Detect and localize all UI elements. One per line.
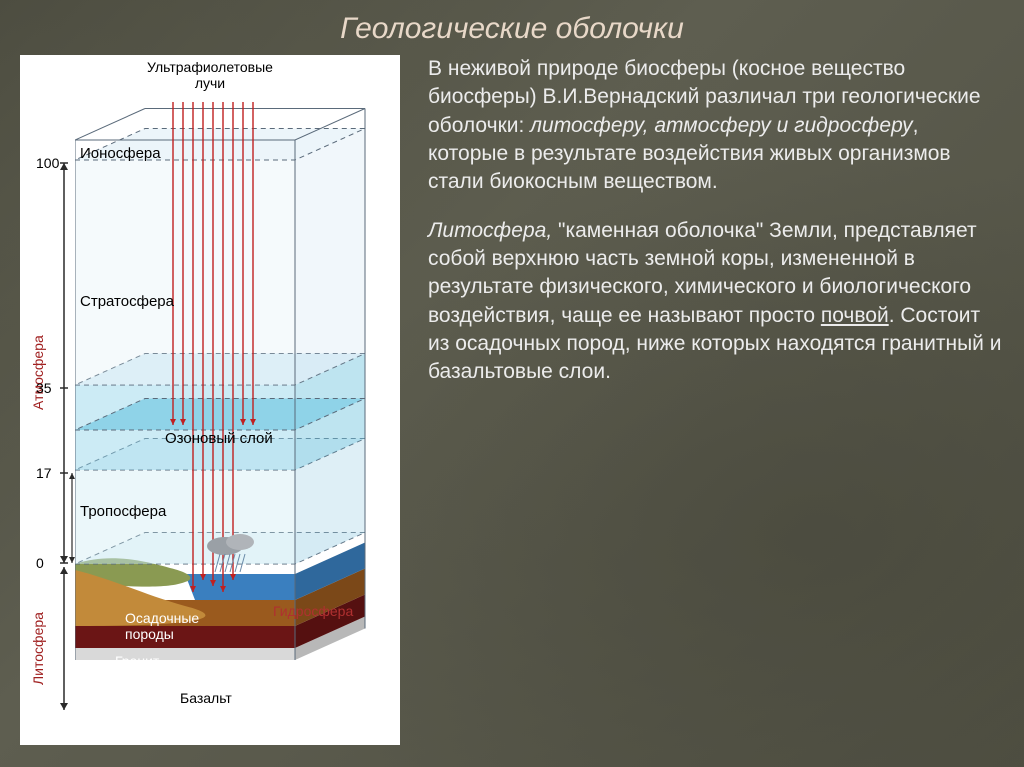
p2-link-soil[interactable]: почвой <box>821 304 889 327</box>
diagram-cube <box>75 100 375 660</box>
geology-diagram: Ультрафиолетовые лучи Атмосфера Литосфер… <box>20 55 400 745</box>
axis-lithosphere-label: Литосфера <box>30 612 46 685</box>
uv-line1: Ультрафиолетовые <box>147 59 273 75</box>
tick-0: 0 <box>36 555 44 571</box>
label-granite: Гранит <box>115 653 159 669</box>
content-row: Ультрафиолетовые лучи Атмосфера Литосфер… <box>20 55 1004 747</box>
page-title: Геологические оболочки <box>0 12 1024 46</box>
p1-italic: литосферу, атмосферу и гидросферу <box>530 114 912 137</box>
label-hydrosphere: Гидросфера <box>273 603 353 619</box>
diagram-column: Ультрафиолетовые лучи Атмосфера Литосфер… <box>20 55 400 747</box>
label-basalt: Базальт <box>180 690 232 706</box>
paragraph-1: В неживой природе биосферы (косное вещес… <box>428 55 1004 197</box>
cube-svg <box>75 100 375 660</box>
p2-italic: Литосфера, <box>428 219 552 242</box>
label-sedimentary-1: Осадочные <box>125 610 199 626</box>
text-column: В неживой природе биосферы (косное вещес… <box>428 55 1004 747</box>
paragraph-2: Литосфера, "каменная оболочка" Земли, пр… <box>428 217 1004 387</box>
label-sedimentary-2: породы <box>125 626 174 642</box>
label-ozone: Озоновый слой <box>165 430 273 447</box>
axis-atmosphere-label: Атмосфера <box>30 335 46 410</box>
